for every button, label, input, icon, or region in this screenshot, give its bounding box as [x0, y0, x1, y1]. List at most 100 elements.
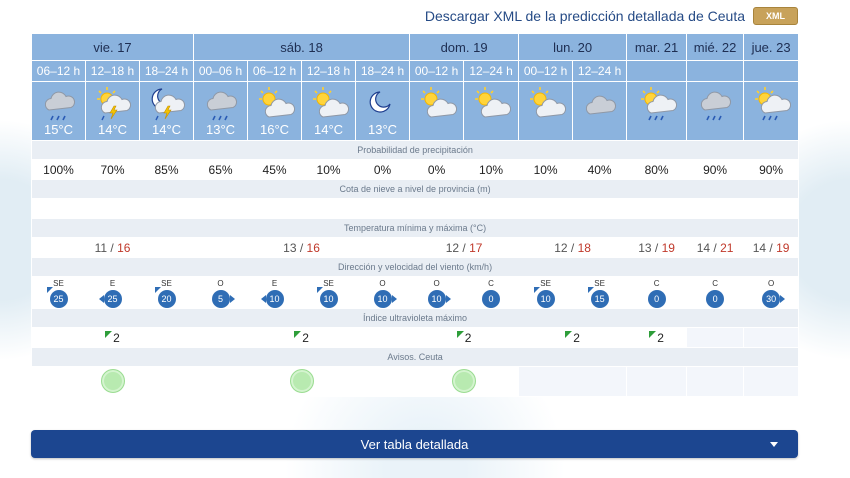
- wind-speed: 10: [431, 294, 442, 304]
- period-temperature: 15°C: [43, 122, 74, 137]
- day-header: sáb. 18: [193, 33, 411, 61]
- precip-value: 10%: [518, 159, 574, 180]
- warning-level-green-icon[interactable]: [100, 369, 125, 393]
- wind-row: SE 25 E 25 SE 20 O 5 E 10 SE 10 O 10 O 10 C 0 SE 10 SE 15 C 0 C 0…: [31, 276, 800, 309]
- uv-cell: 2: [193, 327, 411, 348]
- uv-cell: 2: [518, 327, 628, 348]
- precip-value: 90%: [743, 159, 800, 180]
- uv-flag-icon: [294, 330, 302, 338]
- wind-speed-badge: 10: [316, 287, 338, 308]
- wind-direction: SE: [161, 279, 172, 288]
- period-label: 06–12 h: [31, 60, 86, 82]
- wind-direction: SE: [594, 279, 605, 288]
- temp-max: 17: [469, 240, 483, 255]
- moon-icon: [356, 86, 409, 122]
- wind-speed: 10: [377, 294, 388, 304]
- chevron-down-icon[interactable]: [770, 442, 778, 447]
- uv-flag-icon: [105, 330, 113, 338]
- wind-cell: O 10: [409, 276, 465, 309]
- wind-speed-badge: 10: [260, 290, 284, 308]
- period-label: [686, 60, 745, 82]
- xml-download-bar[interactable]: Descargar XML de la predicción detallada…: [425, 6, 798, 26]
- uv-cell: 2: [409, 327, 520, 348]
- uv-value: 2: [464, 330, 472, 345]
- snow-value: [31, 198, 86, 219]
- wind-speed: 0: [654, 294, 660, 304]
- uv-label: Índice ultravioleta máximo: [30, 308, 800, 328]
- uv-cell: [743, 327, 800, 348]
- sky-state-cell: [463, 81, 520, 141]
- period-temperature: 14°C: [97, 122, 128, 137]
- precip-value: 70%: [85, 159, 140, 180]
- snow-value: [193, 198, 249, 219]
- period-label: 12–24 h: [572, 60, 628, 82]
- uv-cell: 2: [30, 327, 195, 348]
- sky-state-cell: 13°C: [193, 81, 249, 141]
- precip-value: 40%: [572, 159, 628, 180]
- wind-speed-badge: 10: [427, 290, 451, 308]
- wind-direction: O: [379, 279, 386, 288]
- wind-direction: E: [109, 279, 116, 288]
- snow-value: [572, 198, 628, 219]
- precip-label: Probabilidad de precipitación: [30, 140, 800, 160]
- warning-level-green-icon[interactable]: [452, 369, 477, 393]
- wind-speed-badge: 0: [706, 290, 725, 308]
- period-label: 00–12 h: [518, 60, 574, 82]
- sky-state-cell: 14°C: [85, 81, 140, 141]
- sky-state-cell: [743, 81, 800, 141]
- xml-badge[interactable]: XML: [753, 7, 798, 25]
- aviso-cell: [193, 366, 411, 397]
- warning-level-green-icon[interactable]: [289, 369, 314, 393]
- sky-state-cell: 14°C: [138, 81, 195, 141]
- precip-value: 0%: [355, 159, 411, 180]
- precip-value: 45%: [247, 159, 303, 180]
- snow-value: [743, 198, 800, 219]
- precip-value: 80%: [626, 159, 688, 180]
- detailed-table-button-label[interactable]: Ver tabla detallada: [360, 436, 469, 452]
- wind-arrow-icon: [46, 287, 53, 293]
- xml-download-link[interactable]: Descargar XML de la predicción detallada…: [424, 8, 745, 24]
- day-header: jue. 23: [743, 33, 800, 61]
- temp-min: 14: [752, 240, 767, 255]
- cloud-rain-icon: [687, 86, 743, 122]
- precip-value: 10%: [463, 159, 520, 180]
- wind-speed-badge: 25: [98, 290, 122, 308]
- temp-min-max: 11 / 16: [30, 237, 195, 258]
- detailed-table-button[interactable]: Ver tabla detallada: [31, 430, 798, 458]
- wind-speed-badge: 0: [647, 290, 666, 308]
- snow-value: [409, 198, 465, 219]
- temp-max: 16: [117, 240, 131, 255]
- temp-min: 13: [283, 240, 297, 255]
- temp-max: 19: [661, 240, 675, 255]
- uv-value: 2: [113, 330, 120, 345]
- wind-direction: C: [488, 279, 494, 288]
- period-label: [626, 60, 688, 82]
- uv-label-row: Índice ultravioleta máximo: [30, 308, 800, 328]
- snow-value: [626, 198, 688, 219]
- wind-cell: SE 20: [138, 276, 195, 309]
- period-temperature: 14°C: [314, 122, 344, 137]
- wind-arrow-icon: [229, 295, 235, 303]
- uv-cell: [686, 327, 745, 348]
- temp-separator: /: [107, 240, 118, 255]
- wind-speed-badge: 25: [46, 287, 68, 308]
- uv-row: 2 2 2 2 2: [30, 327, 800, 348]
- wind-speed: 10: [323, 294, 334, 304]
- wind-direction: C: [712, 279, 718, 288]
- uv-flag-icon: [565, 330, 573, 338]
- temp-row: 11 / 16 13 / 16 12 / 17 12 / 18 13 / 19 14 / …: [30, 237, 800, 258]
- aviso-cell: [518, 366, 628, 397]
- sky-state-cell: 13°C: [355, 81, 411, 141]
- wind-speed: 15: [594, 294, 605, 304]
- sun-cloud-icon: [302, 86, 355, 122]
- sky-state-cell: [686, 81, 745, 141]
- temp-max: 21: [720, 240, 734, 255]
- cloud-rain-icon: [32, 86, 85, 122]
- period-label: [743, 60, 800, 82]
- day-header: dom. 19: [409, 33, 520, 61]
- sky-state-cell: 15°C: [31, 81, 86, 141]
- temp-max: 19: [776, 240, 790, 255]
- wind-speed: 0: [712, 294, 718, 304]
